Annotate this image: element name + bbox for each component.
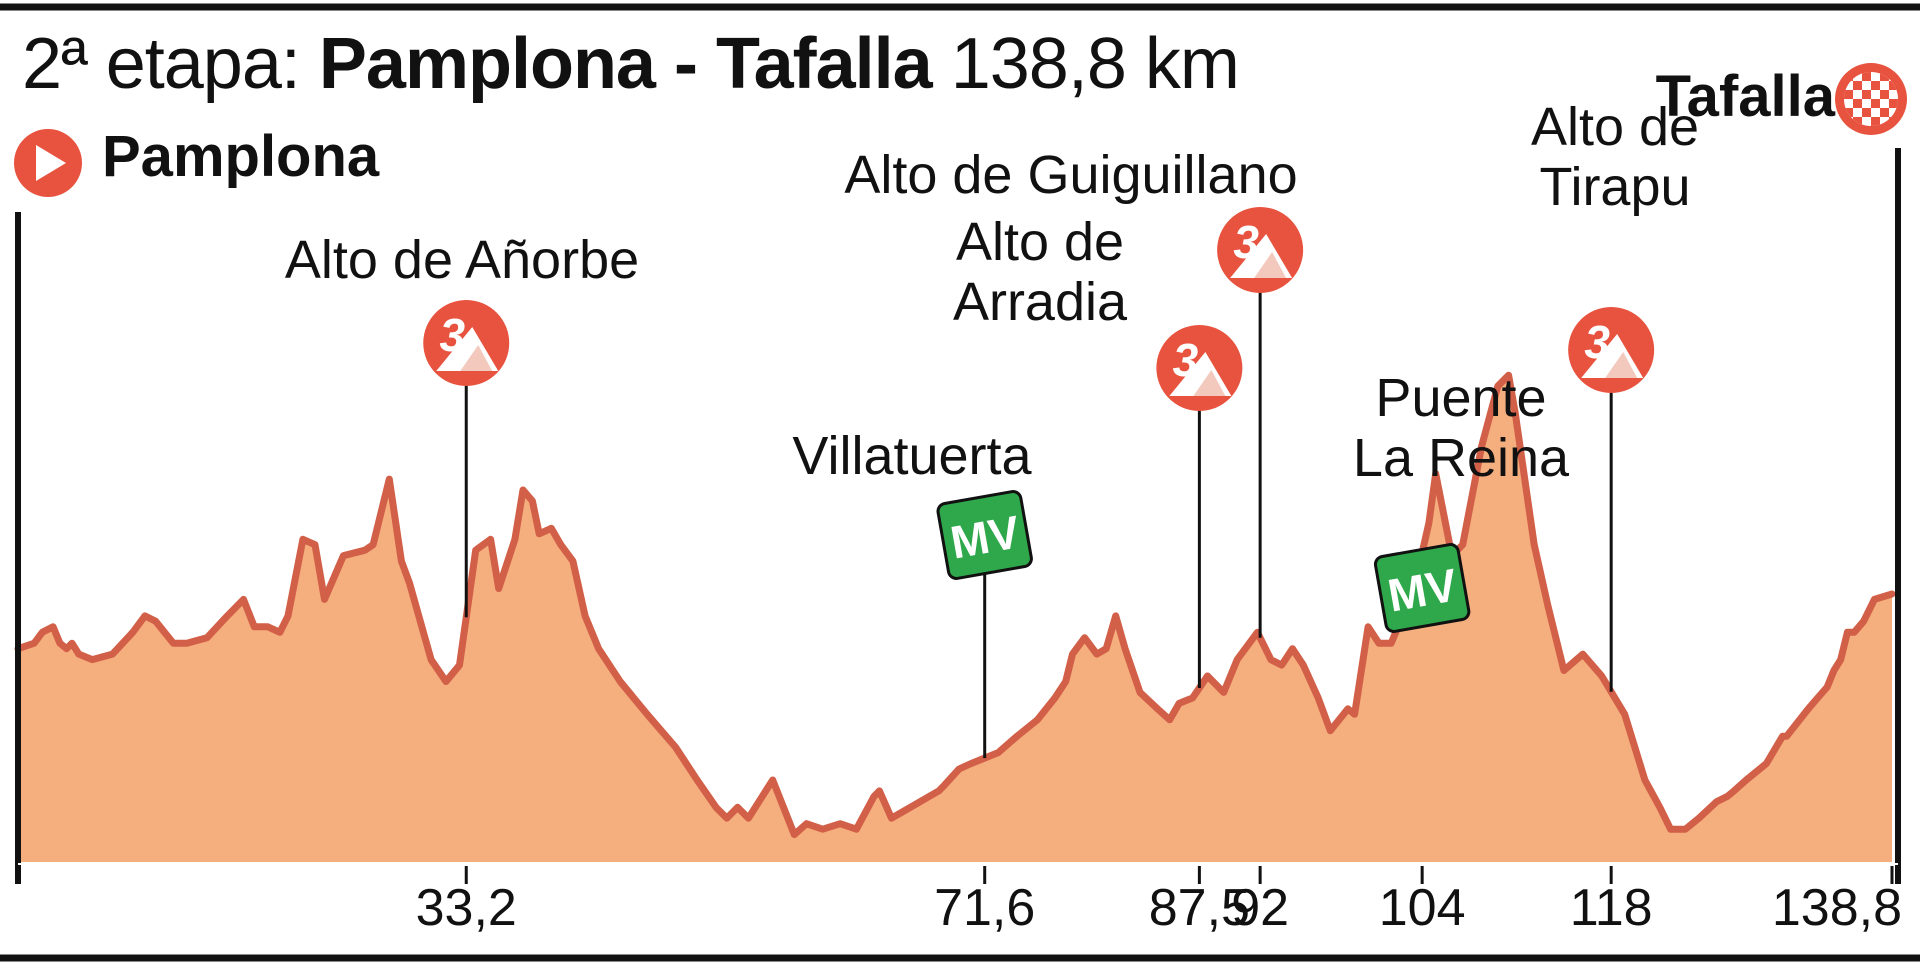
x-tick-label: 118 [1570, 879, 1653, 937]
x-tick-label: 104 [1379, 879, 1466, 937]
point-label: Alto de Guiguillano [844, 145, 1297, 205]
x-tick-label: 87,5 [1149, 879, 1250, 937]
x-tick-label: 138,8 [1772, 879, 1902, 937]
point-label: Puente [1375, 368, 1546, 428]
stage-prefix: 2ª etapa: [22, 24, 301, 104]
point-label: Alto de Añorbe [285, 230, 639, 290]
climb-category: 3 [1173, 334, 1199, 386]
climb-category: 3 [1233, 216, 1259, 268]
elevation-area [18, 375, 1892, 862]
x-tick-label: 71,6 [934, 879, 1035, 937]
mountain-shade [1254, 252, 1287, 278]
start-city-label: Pamplona [102, 124, 380, 189]
sprint-badge-bg [936, 490, 1033, 580]
point-label: Villatuerta [792, 426, 1032, 486]
x-tick-label: 92 [1231, 879, 1289, 937]
point-label: Tirapu [1539, 157, 1690, 217]
sprint-badge: MV [936, 490, 1033, 580]
climb-marker: 3 Alto de Añorbe [285, 230, 639, 618]
x-tick-label: 33,2 [416, 879, 517, 937]
mountain-shade [1605, 352, 1638, 378]
sprint-marker: MV Villatuerta [792, 426, 1033, 759]
finish-city-label: Tafalla [1655, 64, 1835, 129]
climb-category: 3 [1584, 316, 1610, 368]
climb-marker: 3 Alto de Guiguillano [844, 145, 1304, 638]
stage-title: 2ª etapa: Pamplona - Tafalla 138,8 km [22, 28, 1240, 100]
sprint-badge-label: MV [947, 505, 1024, 568]
point-label: Alto de [1531, 97, 1699, 157]
stage-route: Pamplona - Tafalla [318, 24, 933, 104]
sprint-badge-label: MV [1384, 558, 1461, 621]
checkered-flag-icon [1835, 63, 1907, 135]
mountain-shade [1193, 370, 1226, 396]
stage-distance: 138,8 km [950, 24, 1240, 104]
start-play-icon [14, 129, 82, 197]
x-axis-ticks: 33,2 71,6 87,592 104 118 138,8 [18, 863, 1902, 937]
point-label: La Reina [1353, 428, 1570, 488]
elevation-line [14, 371, 1896, 839]
mountain-shade [460, 345, 493, 371]
point-label: Arradia [953, 272, 1128, 332]
sprint-badge: MV [1373, 543, 1471, 633]
sprint-badge-bg [1373, 543, 1471, 633]
climb-category: 3 [439, 309, 465, 361]
point-label: Alto de [956, 212, 1124, 272]
